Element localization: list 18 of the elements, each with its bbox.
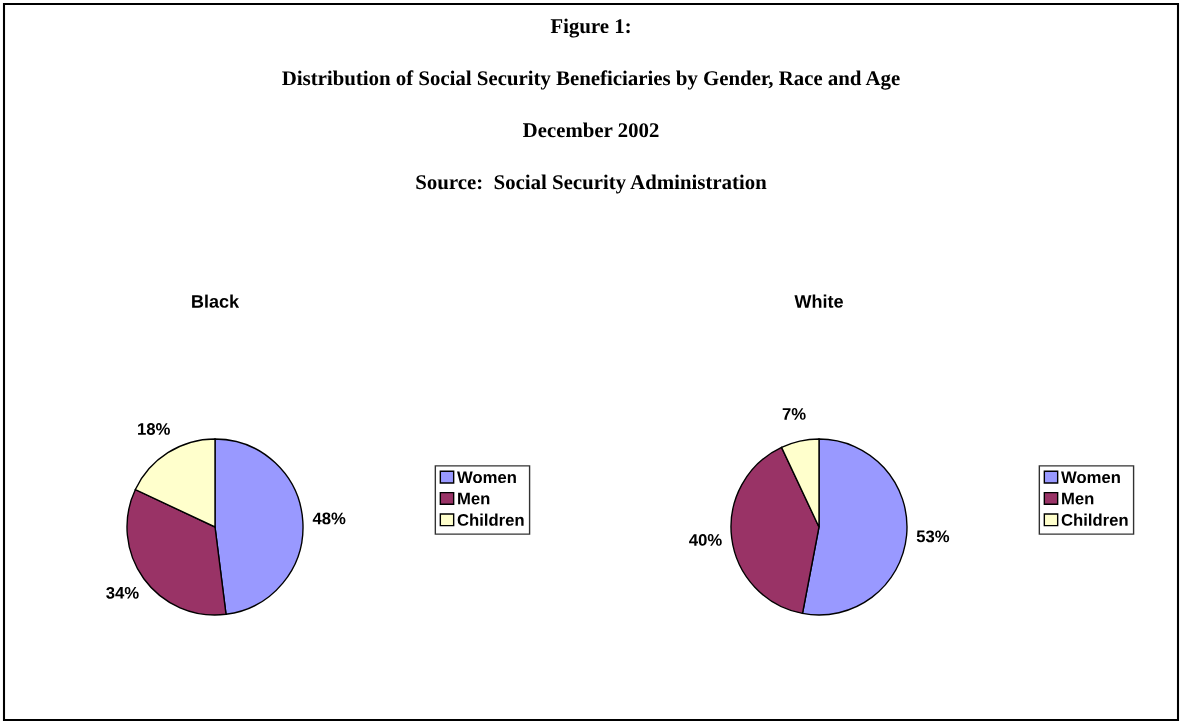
chart-title: White [794, 294, 843, 308]
caption: Figure 1: [550, 18, 630, 38]
data-label: 48% [312, 512, 346, 525]
text: Distribution of Social Security Beneficiaries by Gender, Race and Age [282, 70, 900, 90]
data-label: 7% [782, 408, 806, 420]
legend-label: Men [458, 492, 490, 505]
source-note: Source: Social Security Administration [416, 174, 767, 194]
legend-label: Men [1062, 492, 1094, 505]
legend-label: Children [457, 513, 524, 526]
data-label: 53% [916, 530, 950, 543]
data-label: 34% [106, 586, 139, 599]
legend-label: Women [1061, 471, 1120, 484]
legend-label: Women [457, 471, 516, 484]
data-label: 18% [138, 423, 170, 435]
text: December 2002 [523, 122, 659, 138]
legend-label: Children [1061, 513, 1128, 526]
chart-title: Black [192, 294, 240, 308]
data-label: 40% [689, 534, 722, 546]
